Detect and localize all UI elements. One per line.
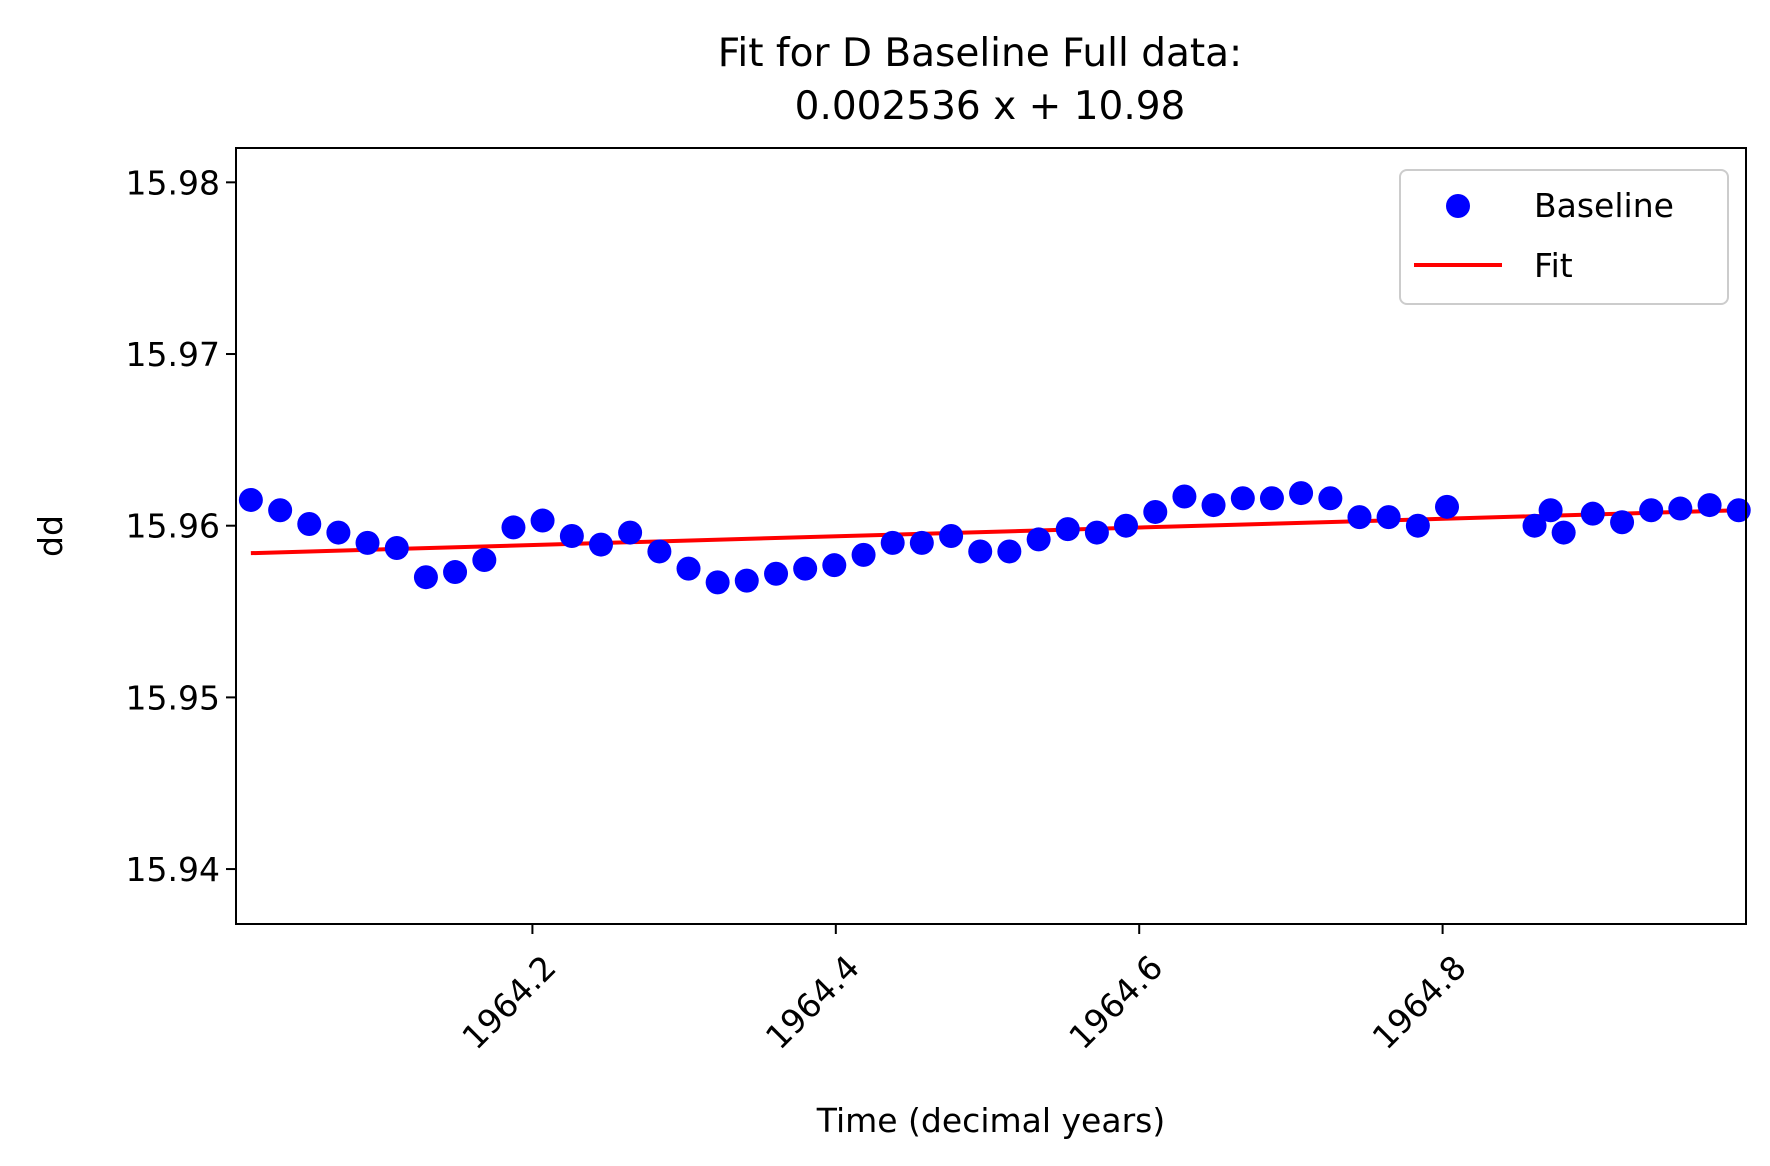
baseline-point [1668,496,1693,521]
y-axis-ticks: 15.94 15.95 15.96 15.97 15.98 [126,163,236,889]
baseline-point [647,539,672,564]
baseline-point [705,570,730,595]
chart-title-line1: Fit for D Baseline Full data: [718,31,1242,76]
x-axis-label: Time (decimal years) [816,1101,1165,1140]
y-tick-label: 15.98 [126,163,220,202]
baseline-point [1551,520,1576,545]
baseline-point [530,508,555,533]
baseline-point [1318,486,1343,511]
baseline-point [1697,493,1722,518]
y-tick-label: 15.97 [126,335,220,374]
baseline-point [1639,498,1664,523]
x-tick-label: 1964.4 [758,948,867,1057]
baseline-point [1538,498,1563,523]
legend-label-fit: Fit [1534,246,1573,285]
baseline-point [1114,513,1139,538]
baseline-point [939,524,964,548]
baseline-point [1610,510,1635,535]
baseline-point [1405,513,1430,538]
baseline-point [793,556,818,581]
baseline-point [1435,494,1460,519]
baseline-point [588,532,613,557]
x-axis-ticks: 1964.2 1964.4 1964.6 1964.8 [454,924,1474,1057]
baseline-point [1026,527,1051,552]
baseline-point [618,520,643,545]
baseline-point [268,498,293,523]
baseline-point [1230,486,1255,511]
baseline-point [355,530,380,555]
baseline-point [880,530,905,555]
baseline-point [1201,493,1226,518]
baseline-point [997,539,1022,564]
legend: Baseline Fit [1399,169,1729,305]
baseline-point [1726,498,1751,523]
baseline-point [1084,520,1109,545]
legend-box [1399,169,1729,305]
baseline-point [1376,505,1401,530]
baseline-point [559,524,584,548]
x-tick-label: 1964.2 [454,948,563,1057]
legend-label-baseline: Baseline [1534,186,1674,225]
baseline-point [501,515,526,540]
legend-marker-baseline [1446,194,1470,218]
baseline-point [1522,513,1547,538]
baseline-point [297,511,322,536]
x-tick-label: 1964.8 [1365,948,1474,1057]
y-tick-label: 15.94 [126,850,220,889]
baseline-point [1580,501,1605,526]
fit-line [250,508,1739,556]
y-tick-label: 15.95 [126,678,220,717]
plot-area [238,481,1751,595]
chart-title-line2: 0.002536 x + 10.98 [795,84,1186,129]
baseline-point [851,542,876,567]
baseline-point [413,565,438,590]
baseline-point [1055,517,1080,542]
baseline-point [384,536,409,561]
baseline-point [1259,486,1284,511]
baseline-point [764,561,789,586]
baseline-point [1347,505,1372,530]
baseline-point [968,539,993,564]
baseline-point [326,520,351,545]
baseline-point [734,568,759,593]
baseline-point [443,560,468,585]
x-tick-label: 1964.6 [1061,948,1170,1057]
baseline-point [822,553,847,578]
baseline-point [1289,481,1314,506]
baseline-point [472,548,497,573]
axes-frame [235,147,1747,925]
y-axis-label: dd [31,515,70,557]
baseline-point [676,556,701,581]
baseline-point [238,487,263,512]
baseline-point [909,530,934,555]
baseline-point [1143,499,1168,524]
y-tick-label: 15.96 [126,507,220,546]
baseline-point [1172,484,1197,509]
